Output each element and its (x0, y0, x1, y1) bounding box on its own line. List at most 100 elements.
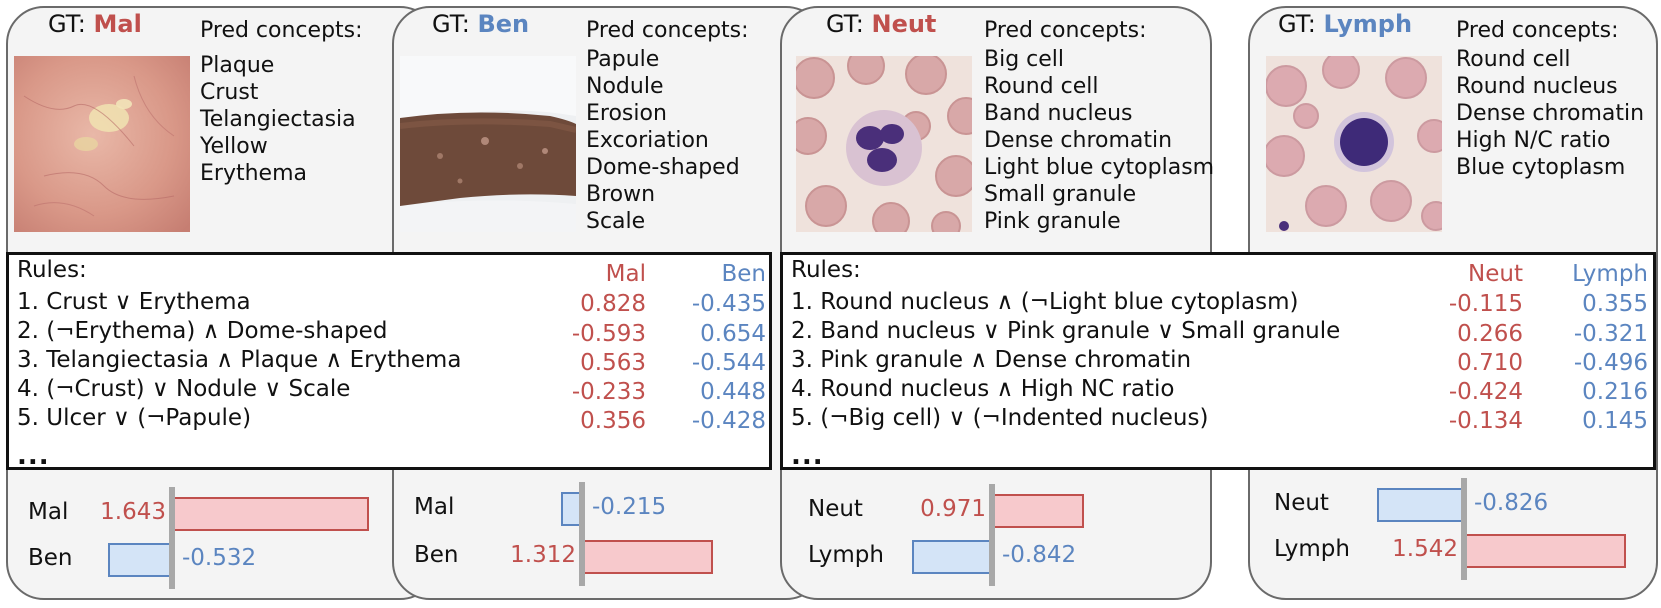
rule-score-b: -0.321 (1573, 321, 1648, 347)
rule-text: 1. Crust ∨ Erythema (17, 289, 251, 315)
lymphocyte-image (1266, 56, 1442, 232)
score-bar-bottom (912, 540, 992, 574)
rule-text: 3. Telangiectasia ∧ Plaque ∧ Erythema (17, 347, 462, 373)
score-bar-top (1377, 488, 1464, 522)
score-class-label: Neut (808, 496, 863, 522)
rule-score-a: -0.233 (571, 379, 646, 405)
rule-score-b: -0.544 (691, 350, 766, 376)
score-class-label: Ben (414, 542, 459, 568)
rules-ellipsis: ... (791, 441, 824, 471)
gt-title-4: GT: Lymph (1278, 10, 1413, 38)
concept-item: Erythema (200, 161, 307, 186)
rule-score-b: -0.428 (691, 408, 766, 434)
rule-score-b: 0.448 (700, 379, 766, 405)
concept-item: Brown (586, 182, 656, 207)
gt-title-3: GT: Neut (826, 10, 937, 38)
score-value: 1.312 (510, 542, 576, 568)
score-value: 1.542 (1392, 536, 1458, 562)
concept-item: Round cell (984, 74, 1099, 99)
concept-item: Telangiectasia (200, 107, 356, 132)
score-bar-bottom (1464, 534, 1626, 568)
neutrophil-image (796, 56, 972, 232)
score-axis (1461, 478, 1467, 580)
concept-item: Light blue cytoplasm (984, 155, 1215, 180)
concept-item: Big cell (984, 47, 1065, 72)
score-value: 0.971 (920, 496, 986, 522)
concept-item: Yellow (200, 134, 268, 159)
concept-list-3: Big cell Round cell Band nucleus Dense c… (984, 46, 1214, 235)
rules-box-1: Rules: Mal Ben 1. Crust ∨ Erythema 0.828… (6, 252, 772, 471)
rule-score-b: 0.216 (1582, 379, 1648, 405)
concept-list-1: Plaque Crust Telangiectasia Yellow Eryth… (200, 52, 356, 187)
concept-item: Excoriation (586, 128, 709, 153)
rule-score-a: -0.424 (1448, 379, 1523, 405)
concept-item: Plaque (200, 53, 275, 78)
concept-item: Dome-shaped (586, 155, 740, 180)
rule-score-a: 0.828 (580, 291, 646, 317)
rule-text: 3. Pink granule ∧ Dense chromatin (791, 347, 1192, 373)
score-axis (169, 487, 175, 589)
skin-lesion-image (14, 56, 190, 232)
concept-item: Crust (200, 80, 259, 105)
forearm-image (400, 56, 576, 232)
score-class-label: Mal (414, 494, 455, 520)
score-bar-top (992, 494, 1085, 528)
rule-score-a: -0.115 (1448, 291, 1523, 317)
concept-item: Scale (586, 209, 646, 234)
concept-item: Dense chromatin (1456, 101, 1645, 126)
score-axis (579, 482, 585, 586)
concept-item: Round nucleus (1456, 74, 1618, 99)
rule-text: 4. Round nucleus ∧ High NC ratio (791, 376, 1175, 402)
rule-score-a: 0.563 (580, 350, 646, 376)
concept-item: Small granule (984, 182, 1137, 207)
rule-score-a: 0.266 (1457, 321, 1523, 347)
rules-col-head-a: Mal (605, 261, 646, 287)
concept-item: High N/C ratio (1456, 128, 1611, 153)
rule-score-a: 0.356 (580, 408, 646, 434)
concept-item: Blue cytoplasm (1456, 155, 1626, 180)
rule-text: 5. (¬Big cell) ∨ (¬Indented nucleus) (791, 405, 1209, 431)
rules-ellipsis: ... (17, 441, 50, 471)
score-value: -0.826 (1474, 490, 1549, 516)
rule-text: 2. (¬Erythema) ∧ Dome-shaped (17, 318, 388, 344)
score-value: -0.215 (592, 494, 667, 520)
concept-item: Papule (586, 47, 660, 72)
gt-title-2: GT: Ben (432, 10, 530, 38)
concept-list-4: Round cell Round nucleus Dense chromatin… (1456, 46, 1644, 181)
gt-title-1: GT: Mal (48, 10, 142, 38)
score-value: 1.643 (100, 499, 166, 525)
concept-item: Dense chromatin (984, 128, 1173, 153)
concept-list-2: Papule Nodule Erosion Excoriation Dome-s… (586, 46, 740, 235)
score-bar-bottom (582, 540, 714, 574)
score-class-label: Ben (28, 545, 73, 571)
rule-text: 1. Round nucleus ∧ (¬Light blue cytoplas… (791, 289, 1299, 315)
score-class-label: Mal (28, 499, 69, 525)
pred-title-1: Pred concepts: (200, 18, 363, 43)
rule-score-b: -0.496 (1573, 350, 1648, 376)
concept-item: Nodule (586, 74, 664, 99)
rule-text: 5. Ulcer ∨ (¬Papule) (17, 405, 252, 431)
rule-score-b: 0.355 (1582, 291, 1648, 317)
score-class-label: Lymph (808, 542, 884, 568)
score-bar-bottom (108, 543, 172, 577)
rules-col-head-a: Neut (1468, 261, 1523, 287)
rule-score-a: -0.134 (1448, 408, 1523, 434)
concept-item: Round cell (1456, 47, 1571, 72)
pred-title-2: Pred concepts: (586, 18, 749, 43)
concept-item: Pink granule (984, 209, 1121, 234)
rules-col-head-b: Lymph (1572, 261, 1648, 287)
rules-heading: Rules: (17, 257, 87, 283)
rules-heading: Rules: (791, 257, 861, 283)
score-value: -0.842 (1002, 542, 1077, 568)
score-class-label: Neut (1274, 490, 1329, 516)
rule-score-b: -0.435 (691, 291, 766, 317)
score-class-label: Lymph (1274, 536, 1350, 562)
concept-item: Erosion (586, 101, 667, 126)
pred-title-4: Pred concepts: (1456, 18, 1619, 43)
rules-box-2: Rules: Neut Lymph 1. Round nucleus ∧ (¬L… (780, 252, 1656, 471)
rule-score-a: -0.593 (571, 321, 646, 347)
rule-score-b: 0.654 (700, 321, 766, 347)
score-bar-top (172, 497, 370, 531)
pred-title-3: Pred concepts: (984, 18, 1147, 43)
rule-text: 4. (¬Crust) ∨ Nodule ∨ Scale (17, 376, 351, 402)
